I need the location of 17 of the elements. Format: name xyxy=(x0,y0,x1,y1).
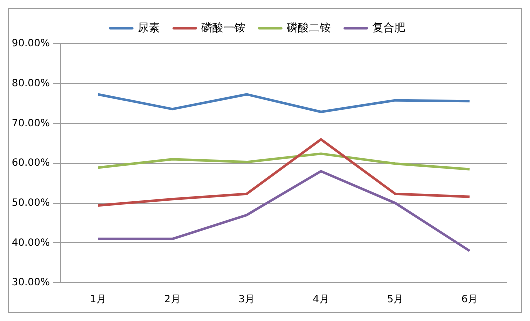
legend-label: 复合肥 xyxy=(372,21,406,34)
y-tick-label: 90.00% xyxy=(12,38,50,50)
legend-label: 磷酸二铵 xyxy=(286,21,331,34)
y-tick-label: 60.00% xyxy=(12,158,50,170)
x-tick-label: 1月 xyxy=(90,294,106,306)
y-tick-label: 40.00% xyxy=(12,238,50,249)
x-tick-label: 4月 xyxy=(313,294,330,306)
y-tick-label: 80.00% xyxy=(12,78,50,90)
y-tick-label: 30.00% xyxy=(12,278,50,289)
x-tick-label: 6月 xyxy=(462,294,478,306)
legend-label: 磷酸一铵 xyxy=(200,21,246,34)
y-tick-label: 70.00% xyxy=(12,118,50,130)
x-tick-label: 2月 xyxy=(164,294,181,306)
x-tick-label: 5月 xyxy=(387,294,404,306)
x-tick-label: 3月 xyxy=(238,294,256,306)
y-tick-label: 50.00% xyxy=(12,198,50,209)
legend-label: 尿素 xyxy=(138,21,160,34)
